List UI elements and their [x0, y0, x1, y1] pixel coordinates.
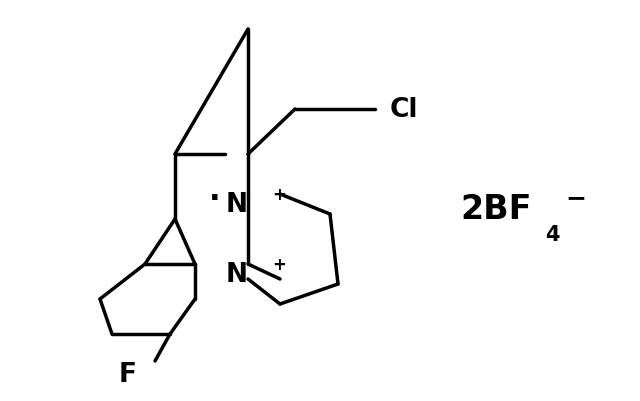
- Text: +: +: [272, 186, 286, 203]
- Text: Cl: Cl: [390, 97, 419, 123]
- Text: F: F: [119, 361, 137, 387]
- Text: N: N: [226, 261, 248, 287]
- Text: N: N: [226, 192, 248, 217]
- Text: −: −: [565, 186, 586, 209]
- Text: 4: 4: [545, 225, 559, 244]
- Text: ·: ·: [209, 185, 221, 214]
- Text: 2BF: 2BF: [460, 193, 531, 226]
- Text: +: +: [272, 255, 286, 273]
